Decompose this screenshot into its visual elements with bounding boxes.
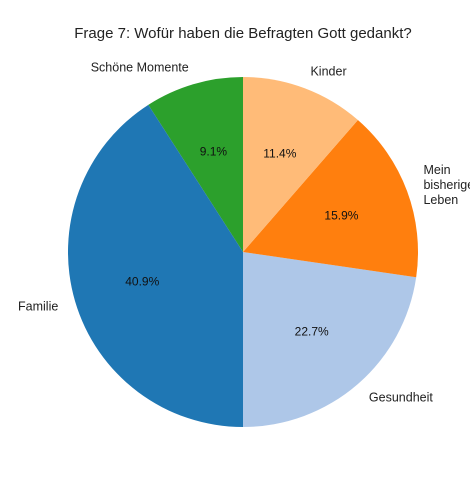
pie-slice-kinder: [243, 77, 358, 252]
percent-label-mein-bisheriges-leben: 15.9%: [324, 209, 358, 223]
pie-slice-schoene-momente: [148, 77, 243, 252]
category-label-gesundheit: Gesundheit: [369, 391, 433, 405]
percent-labels: 9.1% 40.9% 22.7% 15.9% 11.4%: [125, 144, 359, 338]
pie-slices: [67, 77, 418, 427]
percent-label-familie: 40.9%: [125, 275, 159, 289]
pie-slice-gesundheit: [243, 252, 417, 427]
category-label-kinder: Kinder: [310, 65, 346, 79]
pie-slice-familie: [67, 104, 244, 427]
category-labels: Schöne Momente Familie Gesundheit Mein bishe…: [18, 60, 470, 404]
category-label-schoene-momente: Schöne Momente: [91, 60, 189, 74]
percent-label-gesundheit: 22.7%: [295, 324, 329, 338]
chart-title: Frage 7: Wofür haben die Befragten Gott …: [74, 25, 411, 42]
pie-slice-mein-bisheriges-leben: [243, 120, 418, 278]
percent-label-kinder: 11.4%: [263, 147, 296, 161]
category-label-familie: Familie: [18, 299, 58, 313]
percent-label-schoene-momente: 9.1%: [200, 144, 228, 158]
category-label-mein-bisheriges-leben: MeinbisherigesLeben: [423, 163, 470, 207]
